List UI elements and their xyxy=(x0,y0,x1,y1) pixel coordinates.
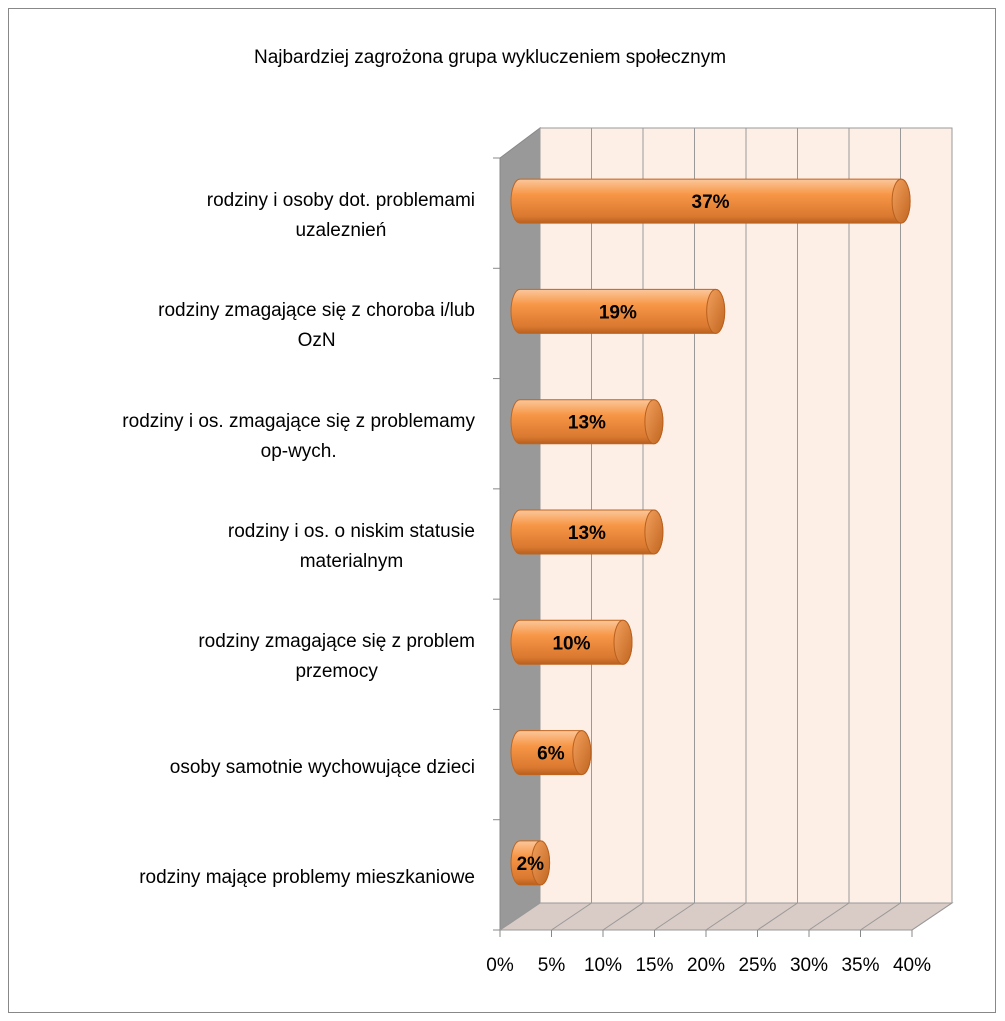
bar xyxy=(510,509,664,555)
category-text: rodziny zmagające się z problem przemocy xyxy=(198,631,475,683)
grid-line xyxy=(654,902,695,931)
data-label: 2% xyxy=(517,854,545,875)
x-tick-label: 20% xyxy=(687,955,725,976)
data-label: 13% xyxy=(568,413,606,434)
x-tick-label: 40% xyxy=(893,955,931,976)
category-text: rodziny i os. o niskim statusie material… xyxy=(227,521,475,572)
bar-cap xyxy=(613,619,633,665)
data-label: 13% xyxy=(568,523,606,544)
bar-cap xyxy=(891,178,911,224)
bar-cap xyxy=(644,399,664,445)
category-text: rodziny i osoby dot. problemami uzalezni… xyxy=(206,190,475,242)
bar xyxy=(510,178,911,224)
bar-cap xyxy=(644,509,664,555)
category-label: rodziny i os. zmagające się z problemamy… xyxy=(20,407,475,467)
data-label: 37% xyxy=(692,192,730,213)
data-label: 10% xyxy=(552,633,590,654)
category-text: osoby samotnie wychowujące dzieci xyxy=(169,756,475,778)
bar xyxy=(510,840,551,886)
x-tick-label: 35% xyxy=(841,955,879,976)
grid-line xyxy=(551,902,592,931)
x-tick-label: 30% xyxy=(790,955,828,976)
bar xyxy=(510,730,592,776)
category-label: rodziny mające problemy mieszkaniowe xyxy=(20,863,475,893)
category-label: rodziny zmagające się z choroba i/lub Oz… xyxy=(20,296,475,356)
grid-line xyxy=(757,902,798,931)
category-label: osoby samotnie wychowujące dzieci xyxy=(20,753,475,783)
bar-cap xyxy=(572,730,592,776)
data-label: 6% xyxy=(537,744,565,765)
category-label: rodziny i os. o niskim statusie material… xyxy=(20,517,475,577)
x-tick-label: 0% xyxy=(486,955,514,976)
x-tick-label: 10% xyxy=(584,955,622,976)
bar xyxy=(510,619,633,665)
bar xyxy=(510,399,664,445)
bar xyxy=(510,288,726,334)
x-tick-label: 15% xyxy=(635,955,673,976)
category-text: rodziny zmagające się z choroba i/lub Oz… xyxy=(158,300,475,352)
x-tick-label: 25% xyxy=(738,955,776,976)
category-text: rodziny i os. zmagające się z problemamy… xyxy=(122,410,475,462)
chart-title: Najbardziej zagrożona grupa wykluczeniem… xyxy=(254,47,726,68)
category-label: rodziny zmagające się z problem przemocy xyxy=(20,627,475,687)
grid-line xyxy=(860,902,901,931)
data-label: 19% xyxy=(599,302,637,323)
grid-line xyxy=(602,902,644,931)
x-tick-label: 5% xyxy=(538,955,566,976)
bar-cap xyxy=(531,840,551,886)
category-text: rodziny mające problemy mieszkaniowe xyxy=(139,866,475,888)
category-label: rodziny i osoby dot. problemami uzalezni… xyxy=(20,186,475,246)
grid-line xyxy=(911,902,953,931)
grid-line xyxy=(705,902,747,931)
grid-line xyxy=(499,902,541,931)
bar-cap xyxy=(706,288,726,334)
grid-line xyxy=(808,902,850,931)
